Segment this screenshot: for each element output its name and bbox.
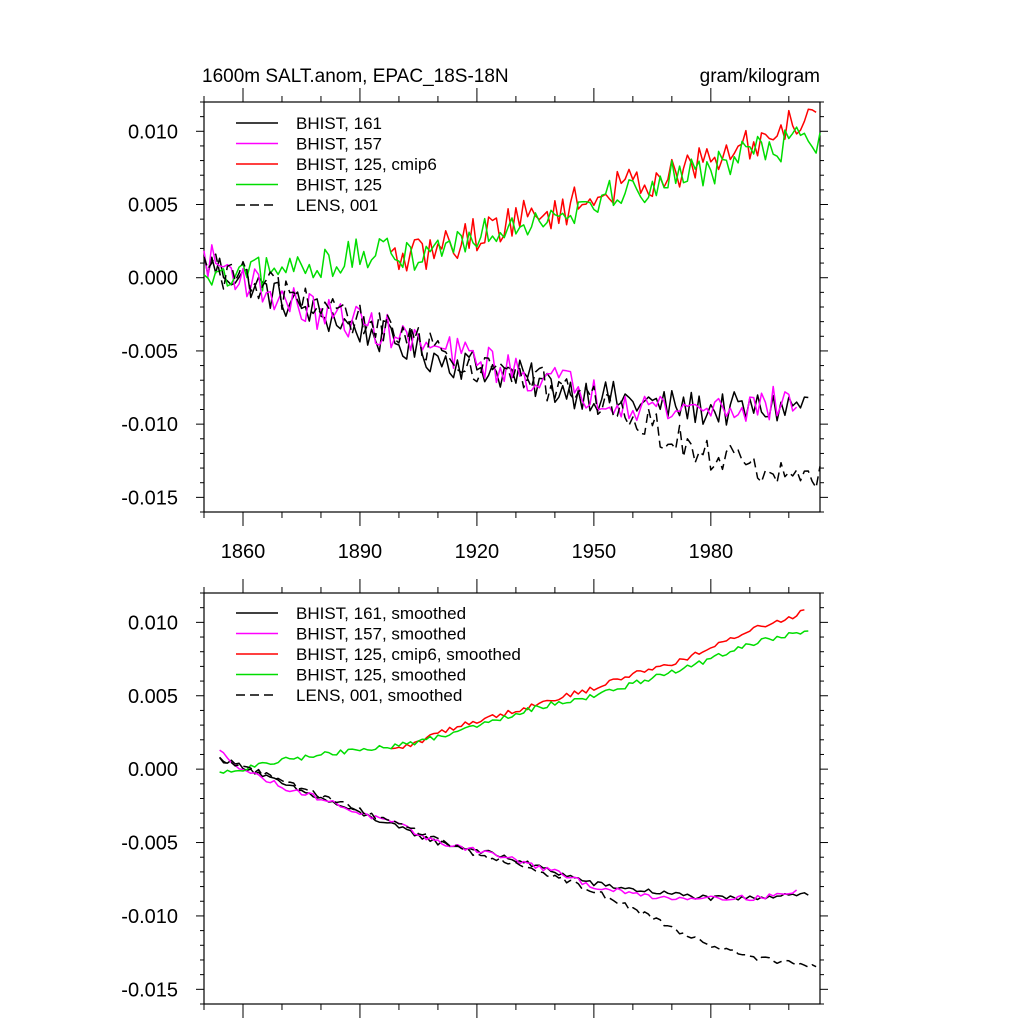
- chart-title: 1600m SALT.anom, EPAC_18S-18N: [202, 66, 509, 87]
- bottom-panel: 0.010 0.005 0.000 -0.005 -0.010 -0.015 BHIST, …: [121, 579, 828, 1018]
- y-tick-label: 0.010: [128, 612, 178, 634]
- y-tick-label: 0.000: [128, 268, 178, 290]
- legend-label: BHIST, 125, cmip6: [296, 155, 437, 174]
- figure-canvas: 1600m SALT.anom, EPAC_18S-18N gram/kilog…: [0, 0, 1024, 1024]
- series-line-0: [220, 758, 809, 901]
- legend-label: BHIST, 125, cmip6, smoothed: [296, 645, 521, 664]
- legend-label: BHIST, 125, smoothed: [296, 666, 466, 685]
- series-line-1: [220, 750, 797, 900]
- y-tick-label: -0.015: [121, 487, 178, 509]
- y-tick-label: -0.005: [121, 341, 178, 363]
- y-tick-label: 0.000: [128, 759, 178, 781]
- x-tick-label: 1980: [689, 541, 734, 563]
- x-tick-label: 1920: [455, 541, 500, 563]
- y-tick-label: -0.010: [121, 414, 178, 436]
- top-panel: 1600m SALT.anom, EPAC_18S-18N gram/kilog…: [121, 66, 828, 563]
- figure: 1600m SALT.anom, EPAC_18S-18N gram/kilog…: [0, 0, 1024, 1024]
- x-tick-label: 1860: [221, 541, 266, 563]
- y-tick-label: -0.015: [121, 979, 178, 1001]
- legend-label: LENS, 001: [296, 196, 378, 215]
- x-tick-label: 1950: [572, 541, 617, 563]
- y-tick-label: 0.005: [128, 195, 178, 217]
- y-tick-label: -0.005: [121, 833, 178, 855]
- legend-label: BHIST, 161: [296, 114, 382, 133]
- legend-label: BHIST, 125: [296, 176, 382, 195]
- y-tick-label: 0.010: [128, 121, 178, 143]
- units-label: gram/kilogram: [700, 66, 820, 87]
- legend-label: BHIST, 157: [296, 135, 382, 154]
- y-tick-label: -0.010: [121, 906, 178, 928]
- legend-label: BHIST, 157, smoothed: [296, 625, 466, 644]
- y-tick-label: 0.005: [128, 686, 178, 708]
- legend-label: LENS, 001, smoothed: [296, 686, 462, 705]
- legend-label: BHIST, 161, smoothed: [296, 604, 466, 623]
- x-tick-label: 1890: [338, 541, 383, 563]
